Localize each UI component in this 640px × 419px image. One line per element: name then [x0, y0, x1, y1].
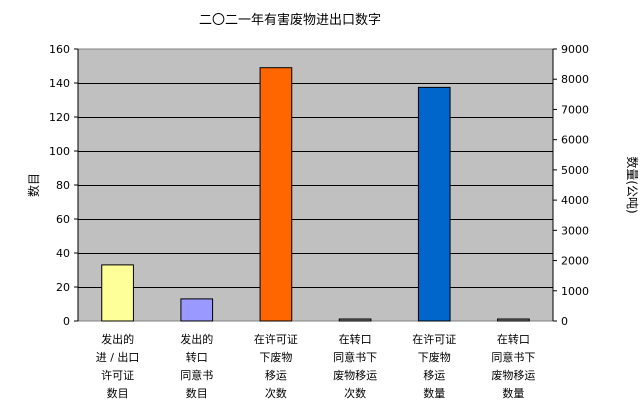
right-tick-label: 1000 — [561, 285, 589, 298]
left-tick-label: 120 — [49, 111, 70, 124]
right-axis: 0 1000 2000 3000 4000 5000 6000 7000 8000 9000 — [552, 43, 589, 328]
category-label-line: 同意书 — [180, 368, 213, 382]
left-axis: 0 20 40 60 80 100 120 140 160 — [49, 43, 79, 328]
category-label-line: 数目 — [107, 387, 129, 400]
right-tick-label: 4000 — [561, 194, 589, 207]
category-label-line: 发出的 — [101, 332, 134, 346]
category-label-line: 数量 — [423, 387, 445, 400]
category-labels: 发出的进 / 出口许可证数目发出的转口同意书数目在许可证下废物移运次数在转口同意… — [96, 332, 536, 400]
category-label-line: 次数 — [265, 386, 287, 400]
category-label: 在转口同意书下废物移运次数 — [333, 332, 377, 400]
right-tick-label: 5000 — [561, 164, 589, 177]
category-label-line: 转口 — [186, 350, 208, 364]
category-label: 发出的进 / 出口许可证数目 — [96, 332, 140, 400]
category-label: 在许可证下废物移运数量 — [412, 333, 456, 400]
category-label-line: 废物移运 — [491, 368, 535, 382]
left-tick-label: 80 — [56, 179, 70, 192]
category-label-line: 下废物 — [418, 350, 451, 364]
category-label-line: 同意书下 — [333, 350, 377, 364]
left-tick-label: 60 — [56, 213, 70, 226]
category-label-line: 许可证 — [101, 369, 134, 382]
right-tick-label: 7000 — [561, 103, 589, 116]
left-tick-label: 0 — [63, 315, 70, 328]
category-label-line: 进 / 出口 — [96, 350, 140, 364]
left-tick-label: 40 — [56, 247, 70, 260]
right-tick-label: 6000 — [561, 134, 589, 147]
left-axis-title: 数目 — [26, 173, 41, 197]
category-label-line: 在转口 — [339, 332, 372, 346]
category-label-line: 废物移运 — [333, 368, 377, 382]
category-label: 在转口同意书下废物移运数量 — [491, 332, 535, 400]
category-label-line: 发出的 — [180, 332, 213, 346]
right-tick-label: 8000 — [561, 73, 589, 86]
left-tick-label: 100 — [49, 145, 70, 158]
category-label-line: 同意书下 — [491, 350, 535, 364]
bar — [338, 318, 372, 322]
left-tick-label: 20 — [56, 281, 70, 294]
right-tick-label: 9000 — [561, 43, 589, 56]
left-tick-label: 160 — [49, 43, 70, 56]
category-label: 在许可证下废物移运次数 — [254, 333, 298, 400]
right-tick-label: 3000 — [561, 224, 589, 237]
category-label-line: 在许可证 — [412, 333, 456, 346]
category-label-line: 在许可证 — [254, 333, 298, 346]
right-tick-label: 2000 — [561, 255, 589, 268]
category-label-line: 在转口 — [497, 332, 530, 346]
plot-area — [77, 48, 554, 322]
category-label: 发出的转口同意书数目 — [180, 332, 213, 400]
bar — [259, 67, 293, 322]
category-label-line: 移运 — [265, 369, 287, 382]
category-label-line: 数目 — [186, 387, 208, 400]
bar — [497, 318, 530, 322]
chart-title: 二〇二一年有害废物进出口数字 — [199, 12, 381, 28]
category-label-line: 数量 — [502, 387, 524, 400]
bar — [101, 264, 134, 322]
category-label-line: 次数 — [344, 386, 366, 400]
right-tick-label: 0 — [561, 315, 568, 328]
bars — [101, 67, 530, 322]
right-axis-title: 数量(公吨) — [625, 156, 640, 213]
bar — [417, 86, 451, 322]
category-label-line: 下废物 — [259, 350, 292, 364]
left-tick-label: 140 — [49, 77, 70, 90]
category-label-line: 移运 — [423, 369, 445, 382]
bar — [180, 298, 214, 322]
